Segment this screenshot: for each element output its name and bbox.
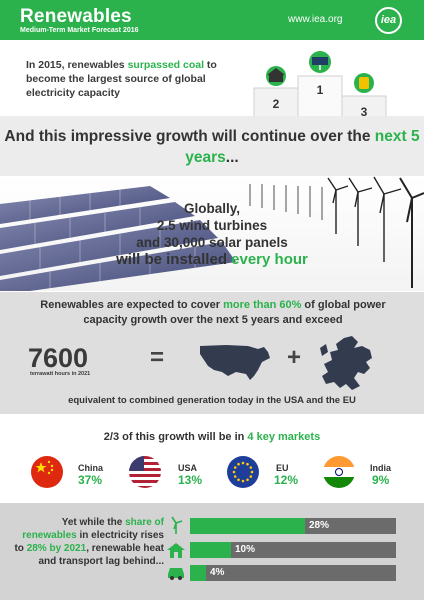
header-bar: Renewables Medium-Term Market Forecast 2… [0, 0, 424, 40]
intro-post: to become the largest source of global e… [26, 59, 217, 99]
iea-logo: iea [375, 7, 402, 34]
page-title: Renewables [20, 6, 132, 27]
market-name-eu: EU [276, 463, 289, 473]
equivalent-text: equivalent to combined generation today … [68, 395, 356, 406]
shares-t2: in electricity rises to [14, 530, 164, 554]
market-name-china: China [78, 463, 104, 473]
hourly-line-4-pre: will be installed [116, 251, 232, 268]
intro-text: In 2015, renewables surpassed coal to be… [26, 58, 256, 100]
market-share-eu: 12% [274, 473, 299, 487]
share-bar-label: 10% [235, 544, 256, 555]
markets-title-pre: 2/3 of this growth will be in [103, 431, 248, 443]
hourly-line-3: and 30,000 solar panels [136, 235, 288, 250]
house-icon [167, 543, 185, 558]
capacity-post: of global power capacity growth over the… [83, 299, 386, 326]
page-subtitle: Medium-Term Market Forecast 2016 [20, 27, 139, 34]
market-name-usa: USA [178, 463, 198, 473]
solar-wind-scene [0, 176, 424, 291]
hourly-line-1: Globally, [183, 201, 240, 216]
share-bar-transport: 4% [190, 565, 396, 581]
share-bar-fill [190, 542, 231, 558]
capacity-text: Renewables are expected to cover more th… [18, 298, 408, 328]
hourly-installations: Globally, 2.5 wind turbines and 30,000 s… [88, 200, 336, 268]
hourly-line-2: 2.5 wind turbines [156, 218, 268, 233]
growth-band [0, 116, 424, 176]
india-flag-icon [323, 456, 355, 488]
generation-value: 7600 [28, 343, 89, 373]
capacity-highlight: more than 60% [223, 299, 302, 311]
market-share-usa: 13% [178, 473, 203, 487]
market-share-india: 9% [372, 473, 390, 487]
shares-t3: , renewable heat and transport lag behin… [38, 543, 164, 567]
gas-canister-icon [354, 73, 374, 93]
solar-panel-field [0, 186, 236, 291]
share-bar-label: 28% [309, 520, 330, 531]
share-bar-label: 4% [210, 567, 225, 578]
china-flag-icon [31, 456, 63, 488]
equals-sign: = [150, 344, 165, 371]
eu-map-icon [320, 336, 372, 390]
car-icon [168, 568, 184, 580]
intro-highlight: surpassed coal [127, 59, 205, 71]
share-bar-fill [190, 518, 305, 534]
share-bar-electricity: 28% [190, 518, 396, 534]
shares-h1: share of renewables [22, 517, 164, 541]
website-link[interactable]: www.iea.org [288, 14, 343, 25]
market-name-india: India [370, 463, 392, 473]
growth-headline: And this impressive growth will continue… [0, 126, 424, 168]
markets-title-highlight: 4 key markets [247, 431, 321, 443]
hourly-highlight: every hour [231, 251, 308, 268]
generation-unit: terrawatt hours in 2021 [30, 371, 91, 377]
growth-highlight: next 5 years [185, 128, 420, 166]
share-bar-heat: 10% [190, 542, 396, 558]
podium-graphic: 2 1 3 [253, 51, 387, 120]
usa-flag-icon [129, 456, 161, 488]
intro-pre: In 2015, renewables [26, 59, 128, 71]
wind-turbine-field [249, 176, 424, 288]
podium-place-1: 1 [317, 83, 324, 97]
growth-pre: And this impressive growth will continue… [4, 128, 375, 145]
market-share-china: 37% [78, 473, 103, 487]
hourly-line-4: will be installed every hour [88, 251, 336, 268]
markets-title: 2/3 of this growth will be in 4 key mark… [0, 431, 424, 443]
podium-place-3: 3 [361, 105, 368, 119]
usa-map-icon [200, 345, 270, 380]
shares-t1: Yet while the [61, 517, 126, 528]
plus-sign: + [287, 344, 302, 371]
capacity-pre: Renewables are expected to cover [40, 299, 224, 311]
share-bar-fill [190, 565, 206, 581]
podium-step-2 [253, 87, 299, 120]
growth-post: ... [225, 149, 239, 166]
podium-place-2: 2 [273, 97, 280, 111]
shares-text: Yet while the share of renewables in ele… [14, 516, 164, 568]
eu-flag-icon [227, 456, 259, 488]
solar-panel-icon [309, 51, 331, 73]
coal-plant-icon [266, 66, 286, 86]
shares-h2: 28% by 2021 [26, 543, 87, 554]
wind-turbine-icon [171, 516, 183, 534]
